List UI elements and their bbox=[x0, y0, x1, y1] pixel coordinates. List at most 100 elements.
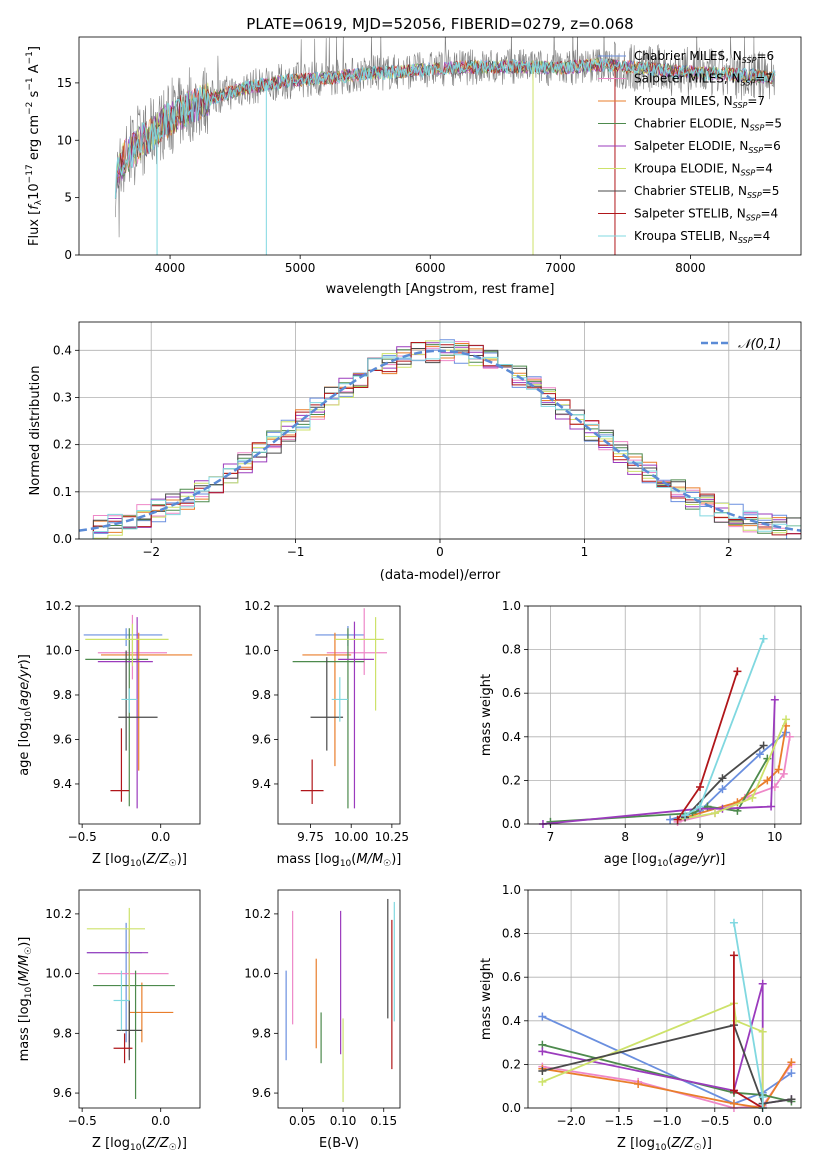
x-tick-label: 0.0 bbox=[151, 830, 170, 844]
y-tick-label: 0.2 bbox=[502, 773, 521, 787]
figure-title: PLATE=0619, MJD=52056, FIBERID=0279, z=0… bbox=[246, 15, 633, 33]
y-axis-label: Normed distribution bbox=[28, 366, 43, 496]
weight-line bbox=[733, 922, 764, 1108]
weight-marker bbox=[759, 634, 768, 643]
x-tick-label: 2 bbox=[725, 545, 733, 559]
weight-marker bbox=[774, 765, 783, 774]
weight-line bbox=[542, 1024, 792, 1105]
weight-line bbox=[733, 955, 764, 1109]
panel-weights_vs_age: 7 8 9 10 0.0 0.2 0.4 0.6 0.8 1.0 age [log10(age/yr… bbox=[479, 599, 802, 869]
x-tick-label: −0.5 bbox=[68, 830, 97, 844]
x-tick-label: −1.5 bbox=[604, 1114, 633, 1128]
weight-marker bbox=[729, 918, 738, 927]
x-tick-label: 0 bbox=[436, 545, 444, 559]
panel-age_vs_mass: 9.75 10.00 10.25 9.4 9.6 9.8 10.0 10.2 mass [log… bbox=[244, 599, 409, 869]
x-axis-label: mass [log10(M/M☉)] bbox=[277, 852, 402, 869]
y-tick-label: 9.6 bbox=[53, 1086, 72, 1100]
y-tick-label: 1.0 bbox=[502, 883, 521, 897]
y-tick-label: 9.4 bbox=[252, 777, 271, 791]
x-axis-label: Z [log10(Z/Z☉)] bbox=[617, 1136, 712, 1153]
legend-entry: Kroupa STELIB, NSSP=4 bbox=[634, 229, 770, 245]
legend-entry: Salpeter MILES, NSSP=7 bbox=[634, 72, 773, 88]
y-tick-label: 10.2 bbox=[45, 907, 72, 921]
y-tick-label: 0.0 bbox=[53, 532, 72, 546]
plot-area bbox=[86, 907, 175, 1100]
errorbar-point bbox=[93, 970, 175, 1100]
x-axis-label: wavelength [Angstrom, rest frame] bbox=[326, 282, 555, 297]
weight-marker bbox=[681, 811, 690, 820]
x-tick-label: −2.0 bbox=[557, 1114, 586, 1128]
weight-marker bbox=[758, 979, 767, 988]
legend-entry: Salpeter STELIB, NSSP=4 bbox=[634, 207, 778, 223]
x-tick-label: 0.0 bbox=[753, 1114, 772, 1128]
x-tick-label: −1.0 bbox=[652, 1114, 681, 1128]
y-tick-label: 10.2 bbox=[45, 599, 72, 613]
y-tick-label: 10.0 bbox=[244, 643, 271, 657]
legend-entry: Kroupa MILES, NSSP=7 bbox=[634, 94, 765, 110]
x-tick-label: 8 bbox=[621, 830, 629, 844]
weight-marker bbox=[538, 1047, 547, 1056]
y-tick-label: 10.0 bbox=[45, 643, 72, 657]
y-axis-label: mass weight bbox=[479, 674, 494, 756]
x-tick-label: 10.00 bbox=[334, 830, 368, 844]
x-tick-label: −2 bbox=[142, 545, 160, 559]
x-tick-label: 1 bbox=[581, 545, 589, 559]
y-tick-label: 0.0 bbox=[502, 817, 521, 831]
y-tick-label: 9.8 bbox=[53, 688, 72, 702]
y-tick-label: 9.8 bbox=[252, 1026, 271, 1040]
weight-marker bbox=[755, 750, 764, 759]
weight-marker bbox=[758, 1093, 767, 1102]
plot-area bbox=[538, 918, 796, 1112]
errorbar-point bbox=[315, 626, 365, 647]
x-axis-label: age [log10(age/yr)] bbox=[604, 852, 726, 869]
panel-weights_vs_Z: −2.0 −1.5 −1.0 −0.5 0.0 0.0 0.2 0.4 0.6 0.8 1.0 Z [… bbox=[479, 883, 802, 1153]
x-axis-label: Z [log10(Z/Z☉)] bbox=[92, 1136, 187, 1153]
panel-mass_vs_ebv: 0.05 0.10 0.15 9.6 9.8 10.0 10.2 E(B-V) bbox=[244, 889, 401, 1151]
plot-area bbox=[114, 37, 776, 255]
errorbar-point bbox=[97, 943, 169, 1058]
axes-frame bbox=[277, 605, 401, 825]
y-tick-label: 10.2 bbox=[244, 599, 271, 613]
errorbar-point bbox=[338, 621, 374, 809]
panel-spectrum: 4000 5000 6000 7000 8000 0 5 10 15 wavelength [An… bbox=[25, 36, 802, 297]
x-tick-label: 8000 bbox=[675, 261, 706, 275]
errorbar-point bbox=[300, 759, 324, 804]
plot-area bbox=[292, 608, 387, 809]
x-axis-label: (data-model)/error bbox=[380, 568, 501, 583]
weight-line bbox=[676, 671, 739, 821]
x-tick-label: 10.25 bbox=[375, 830, 409, 844]
axes-frame bbox=[527, 889, 802, 1109]
weight-marker bbox=[787, 1095, 796, 1104]
y-tick-label: 9.8 bbox=[252, 688, 271, 702]
plot-area bbox=[285, 898, 395, 1103]
weight-marker bbox=[787, 1069, 796, 1078]
x-tick-label: 10 bbox=[767, 830, 782, 844]
y-tick-label: 9.4 bbox=[53, 777, 72, 791]
plot-area bbox=[83, 614, 193, 809]
weight-line bbox=[542, 1043, 792, 1103]
weight-marker bbox=[634, 1080, 643, 1089]
errorbar-point bbox=[118, 650, 158, 751]
y-tick-label: 0.4 bbox=[502, 1014, 521, 1028]
x-tick-label: 0.0 bbox=[151, 1114, 170, 1128]
spectrum-data-line bbox=[115, 37, 775, 238]
weight-marker bbox=[696, 782, 705, 791]
y-axis-label: mass weight bbox=[479, 958, 494, 1040]
weight-marker bbox=[729, 951, 738, 960]
errorbar-point bbox=[129, 982, 174, 1043]
x-tick-label: −0.5 bbox=[700, 1114, 729, 1128]
weight-marker bbox=[787, 1058, 796, 1067]
axes-frame bbox=[277, 889, 401, 1109]
x-tick-label: 0.10 bbox=[330, 1114, 357, 1128]
y-tick-label: 9.6 bbox=[252, 732, 271, 746]
gaussian-curve bbox=[79, 349, 801, 532]
axes-frame bbox=[527, 605, 802, 825]
x-tick-label: 6000 bbox=[415, 261, 446, 275]
weight-marker bbox=[759, 741, 768, 750]
weight-marker bbox=[718, 774, 727, 783]
y-tick-label: 0.6 bbox=[502, 686, 521, 700]
legend-entry: Chabrier ELODIE, NSSP=5 bbox=[634, 117, 782, 133]
y-tick-label: 9.6 bbox=[53, 732, 72, 746]
errorbar-point bbox=[86, 907, 145, 1034]
